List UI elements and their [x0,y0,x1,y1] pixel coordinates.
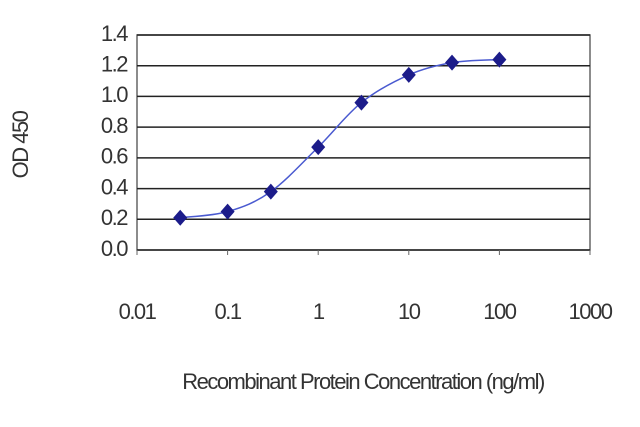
y-tick-label: 0.8 [101,113,128,138]
x-tick-label: 100 [483,299,516,324]
y-tick-label: 0.4 [101,174,128,199]
y-tick-label: 0.0 [101,236,128,261]
data-point [354,94,369,111]
y-tick-label: 0.6 [101,144,128,169]
x-axis-title: Recombinant Protein Concentration (ng/ml… [182,369,544,394]
x-tick-label: 10 [398,299,421,324]
y-tick-label: 1.0 [101,82,128,107]
x-tick-label: 1000 [569,299,613,324]
x-tick-label: 0.1 [215,299,242,324]
y-tick-label: 1.4 [101,21,128,46]
y-axis-title: OD 450 [8,110,33,178]
y-tick-label: 0.2 [101,205,128,230]
x-tick-label: 1 [313,299,325,324]
y-tick-label: 1.2 [101,52,128,77]
data-point [173,209,188,226]
data-point [492,51,507,68]
data-point [311,139,326,156]
data-point [445,54,460,71]
data-point [220,203,235,220]
data-point [263,183,278,200]
data-point [401,66,416,83]
plot-area [136,34,591,251]
x-tick-label: 0.01 [119,299,157,324]
